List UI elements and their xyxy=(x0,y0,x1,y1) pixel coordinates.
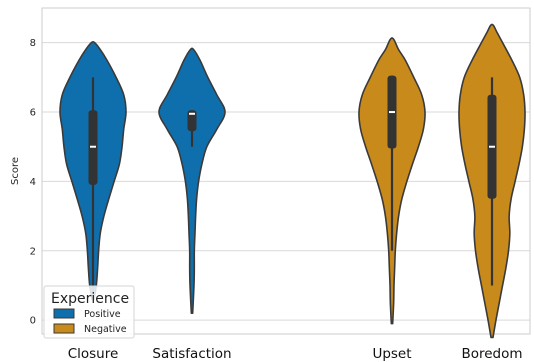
legend-label: Negative xyxy=(84,324,127,335)
legend-swatch xyxy=(53,308,75,319)
violin-iqr-box xyxy=(187,110,197,132)
legend-swatch xyxy=(53,323,75,334)
y-tick-label: 2 xyxy=(30,246,36,257)
y-tick-label: 6 xyxy=(30,108,36,119)
y-tick-label: 8 xyxy=(30,38,36,49)
legend-entries: Positive Negative xyxy=(53,308,127,335)
legend-title: Experience xyxy=(51,291,129,307)
violin-closure xyxy=(59,41,127,301)
x-category-label: Boredom xyxy=(461,346,522,362)
legend: Experience Positive Negative xyxy=(43,285,135,339)
y-tick-label: 4 xyxy=(30,177,36,188)
legend-label: Positive xyxy=(84,309,121,320)
y-axis-title: Score xyxy=(10,157,21,185)
violin-boredom xyxy=(458,23,526,339)
x-category-label: Upset xyxy=(372,346,411,362)
y-tick-label: 0 xyxy=(30,316,36,327)
violins xyxy=(59,23,526,339)
violin-upset xyxy=(358,37,426,325)
x-category-labels: Closure Satisfaction Upset Boredom xyxy=(68,346,523,362)
y-tick-labels: 0 2 4 6 8 xyxy=(30,38,36,326)
violin-satisfaction xyxy=(158,47,226,314)
violin-body xyxy=(158,47,226,314)
x-category-label: Closure xyxy=(68,346,119,362)
plot-frame xyxy=(41,7,531,335)
x-category-label: Satisfaction xyxy=(152,346,231,362)
